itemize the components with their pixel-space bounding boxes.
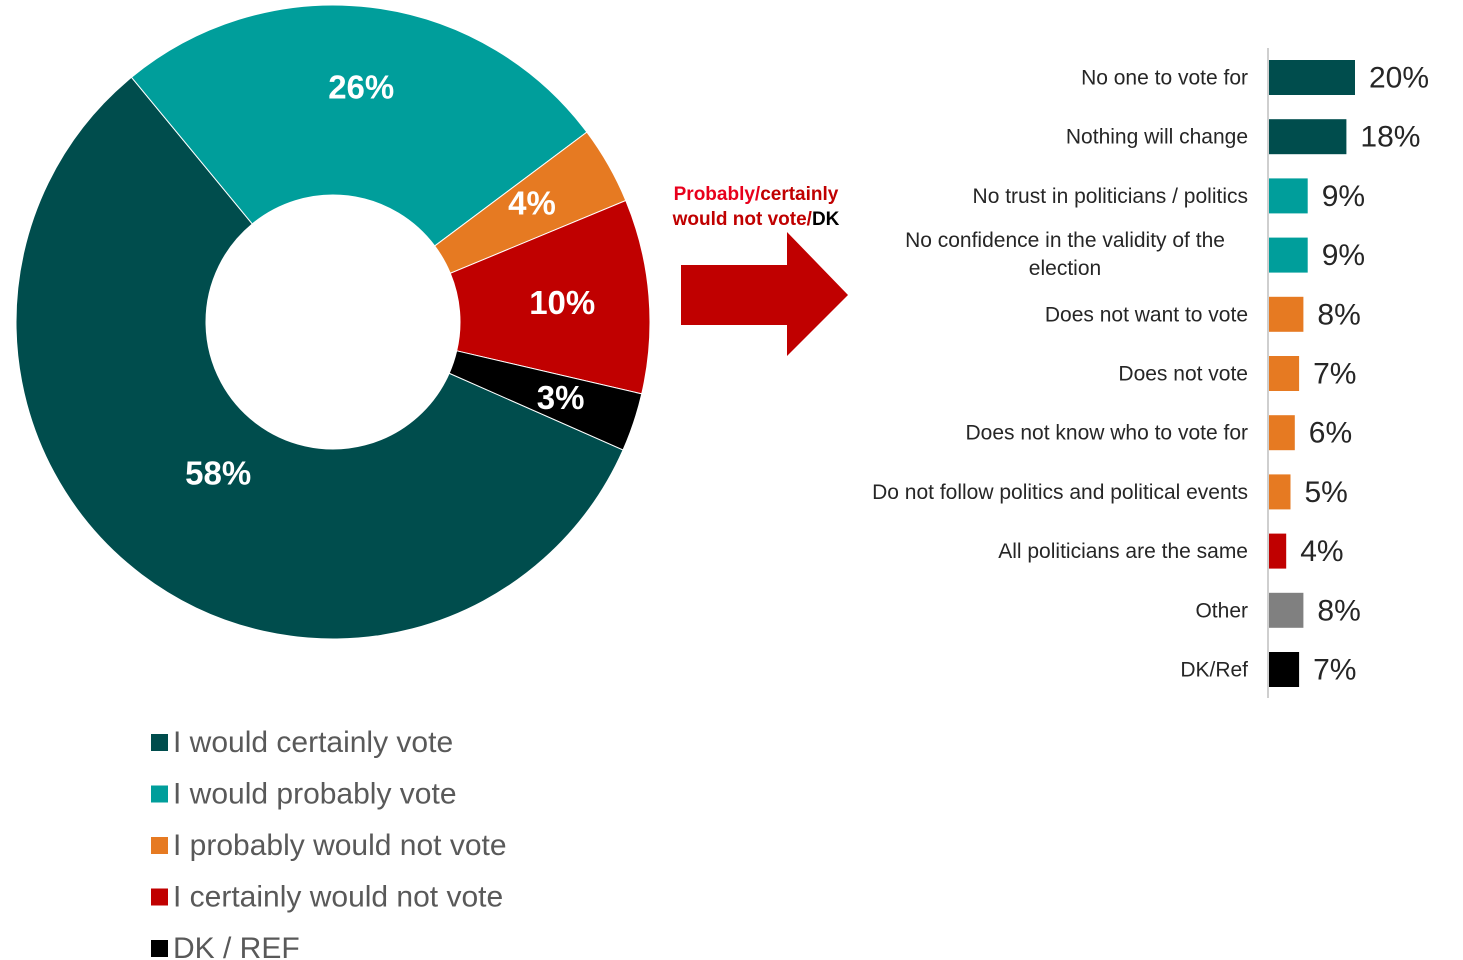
legend-swatch-4: [151, 940, 168, 957]
bar-category-label-1: Nothing will change: [1066, 126, 1248, 149]
legend-swatch-1: [151, 785, 168, 803]
bar-chart: 20% No one to vote for 18% Nothing will cha…: [872, 60, 1429, 687]
donut-label-certainly-vote: 58%: [185, 454, 251, 491]
donut-label-certainly-not-vote: 10%: [529, 284, 595, 321]
bar-1: [1269, 119, 1347, 155]
bar-value-label-2: 9%: [1322, 180, 1365, 213]
bar-category-label-6: Does not know who to vote for: [966, 422, 1249, 445]
bar-value-label-7: 5%: [1305, 476, 1348, 509]
caption-dk: DK: [812, 209, 840, 230]
bar-6: [1269, 415, 1295, 451]
legend-label-4: DK / REF: [173, 932, 300, 960]
bar-value-label-1: 18%: [1360, 121, 1420, 154]
donut-data-labels: 58% 26% 4% 10% 3%: [185, 69, 595, 492]
caption-probably: Probably/: [674, 184, 761, 205]
donut-chart: [15, 4, 651, 640]
bar-category-label-5: Does not vote: [1118, 363, 1248, 386]
donut-legend: I would certainly vote I would probably v…: [151, 726, 507, 960]
donut-slice-dk-ref: [448, 350, 643, 451]
bar-10: [1269, 652, 1300, 687]
bar-7: [1269, 474, 1291, 510]
bar-8: [1269, 533, 1287, 569]
legend-label-0: I would certainly vote: [173, 726, 453, 759]
bar-category-label-7: Do not follow politics and political eve…: [872, 481, 1248, 504]
bar-5: [1269, 356, 1300, 391]
donut-slice-probably-vote: [130, 4, 588, 247]
bar-value-label-9: 8%: [1317, 594, 1360, 627]
legend-label-2: I probably would not vote: [173, 829, 507, 862]
bar-value-label-8: 4%: [1300, 535, 1343, 568]
legend-swatch-0: [151, 734, 168, 751]
bar-value-label-4: 8%: [1317, 298, 1360, 331]
caption-certainly: certainly: [760, 184, 839, 205]
donut-slice-certainly-not-vote: [449, 199, 651, 395]
bar-2: [1269, 178, 1308, 214]
bar-category-label-10: DK/Ref: [1180, 659, 1248, 682]
bar-value-label-3: 9%: [1322, 239, 1365, 272]
arrow-caption-line-1: Probably/certainly: [674, 184, 839, 205]
donut-label-probably-vote: 26%: [328, 69, 394, 106]
arrow-caption: Probably/certainly would not vote/DK: [672, 184, 840, 230]
donut-label-dk-ref: 3%: [537, 379, 585, 416]
bar-value-label-6: 6%: [1309, 417, 1352, 450]
bar-value-label-10: 7%: [1313, 654, 1356, 687]
bar-category-label-8: All politicians are the same: [998, 540, 1248, 563]
donut-label-probably-not-vote: 4%: [508, 185, 556, 222]
legend-swatch-3: [151, 888, 168, 906]
bar-value-label-5: 7%: [1313, 358, 1356, 391]
caption-would-not-vote: would not vote/: [672, 209, 813, 230]
bar-9: [1269, 592, 1304, 628]
bar-3: [1269, 237, 1308, 273]
donut-slice-certainly-vote: [15, 76, 624, 640]
bar-0: [1269, 60, 1355, 95]
bar-category-label-9: Other: [1195, 599, 1248, 622]
bar-4: [1269, 296, 1304, 332]
legend-label-1: I would probably vote: [173, 778, 457, 811]
arrow-caption-line-2: would not vote/DK: [672, 209, 840, 230]
legend-label-3: I certainly would not vote: [173, 881, 503, 914]
legend-swatch-2: [151, 837, 168, 854]
bar-value-label-0: 20%: [1369, 62, 1429, 95]
bar-category-label-3: No confidence in the validity of the elec…: [905, 229, 1225, 280]
bar-category-label-0: No one to vote for: [1081, 67, 1248, 90]
right-arrow-icon: [681, 232, 848, 356]
bar-category-label-2: No trust in politicians / politics: [973, 185, 1248, 208]
bar-category-label-4: Does not want to vote: [1045, 303, 1248, 326]
